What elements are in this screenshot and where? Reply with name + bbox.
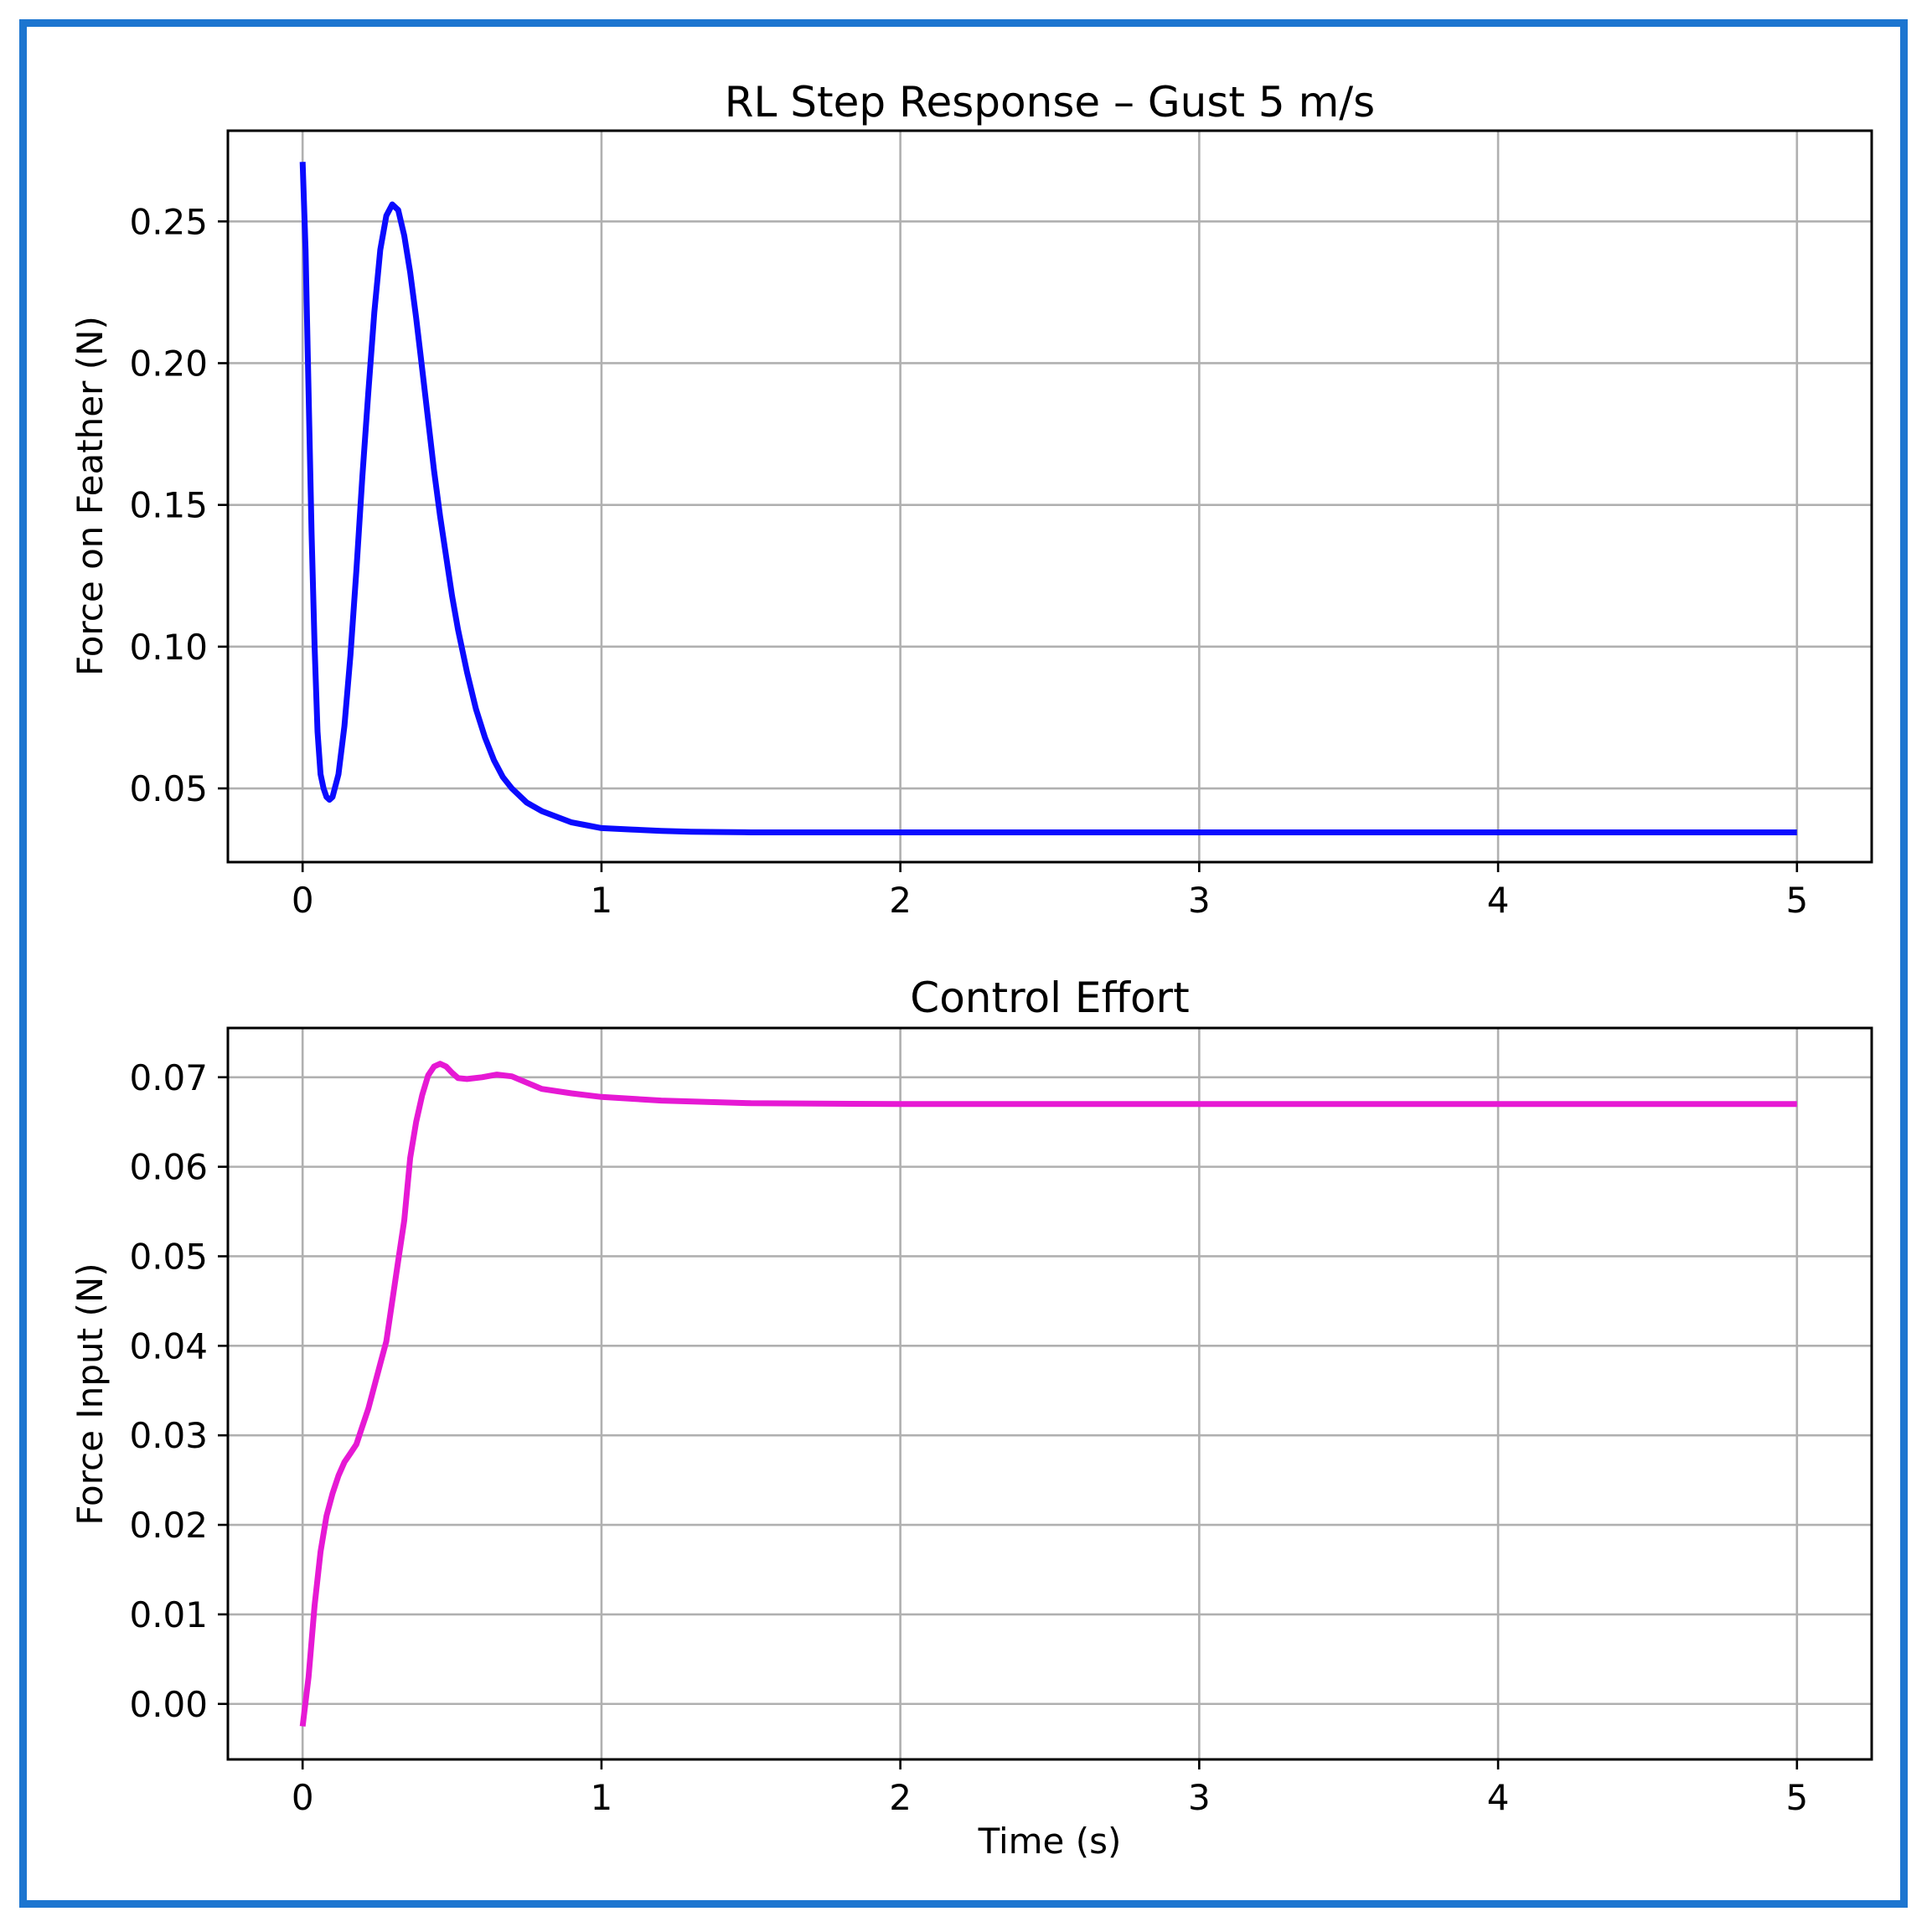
x-tick-label: 3 bbox=[1188, 1777, 1211, 1818]
grid bbox=[228, 131, 1872, 862]
y-axis-ticks: 0.05 0.10 0.15 0.20 0.25 bbox=[129, 201, 228, 809]
x-axis-ticks: 0 1 2 3 4 5 bbox=[292, 862, 1808, 921]
x-tick-label: 4 bbox=[1487, 880, 1510, 921]
y-tick-label: 0.25 bbox=[129, 201, 208, 242]
x-tick-label: 1 bbox=[591, 880, 613, 921]
y-tick-label: 0.01 bbox=[129, 1594, 208, 1635]
y-tick-label: 0.15 bbox=[129, 485, 208, 526]
x-tick-label: 2 bbox=[889, 1777, 912, 1818]
chart-title: RL Step Response – Gust 5 m/s bbox=[725, 78, 1375, 127]
y-tick-label: 0.03 bbox=[129, 1415, 208, 1456]
y-tick-label: 0.04 bbox=[129, 1325, 208, 1366]
series-line bbox=[299, 162, 1797, 835]
x-tick-label: 5 bbox=[1785, 1777, 1808, 1818]
x-tick-label: 4 bbox=[1487, 1777, 1510, 1818]
series-line bbox=[299, 1061, 1797, 1727]
y-tick-label: 0.02 bbox=[129, 1505, 208, 1546]
y-axis-label: Force on Feather (N) bbox=[70, 316, 111, 676]
plot-frame bbox=[226, 1026, 1873, 1761]
x-tick-label: 3 bbox=[1188, 880, 1211, 921]
chart-title: Control Effort bbox=[910, 974, 1189, 1022]
figure-frame: RL Step Response – Gust 5 m/s 0 1 2 3 4 5 0.0… bbox=[19, 19, 1908, 1908]
response-chart: RL Step Response – Gust 5 m/s 0 1 2 3 4 5 0.0… bbox=[70, 78, 1873, 921]
grid bbox=[228, 1028, 1872, 1759]
y-tick-label: 0.10 bbox=[129, 627, 208, 668]
x-tick-label: 1 bbox=[591, 1777, 613, 1818]
series-lines bbox=[299, 1061, 1797, 1727]
y-tick-label: 0.07 bbox=[129, 1057, 208, 1098]
chart-canvas: RL Step Response – Gust 5 m/s 0 1 2 3 4 5 0.0… bbox=[70, 78, 1873, 1862]
x-tick-label: 0 bbox=[292, 880, 314, 921]
series-lines bbox=[299, 162, 1797, 835]
y-tick-label: 0.05 bbox=[129, 768, 208, 809]
y-tick-label: 0.20 bbox=[129, 343, 208, 384]
plot-frame bbox=[226, 129, 1873, 864]
x-tick-label: 2 bbox=[889, 880, 912, 921]
x-axis-label: Time (s) bbox=[978, 1821, 1122, 1862]
y-axis-ticks: 0.00 0.01 0.02 0.03 0.04 0.05 0.06 0.07 bbox=[129, 1057, 228, 1725]
y-tick-label: 0.05 bbox=[129, 1236, 208, 1277]
x-tick-label: 5 bbox=[1785, 880, 1808, 921]
x-axis-ticks: 0 1 2 3 4 5 bbox=[292, 1759, 1808, 1818]
x-tick-label: 0 bbox=[292, 1777, 314, 1818]
y-tick-label: 0.06 bbox=[129, 1147, 208, 1188]
y-tick-label: 0.00 bbox=[129, 1684, 208, 1725]
y-axis-label: Force Input (N) bbox=[70, 1263, 111, 1525]
